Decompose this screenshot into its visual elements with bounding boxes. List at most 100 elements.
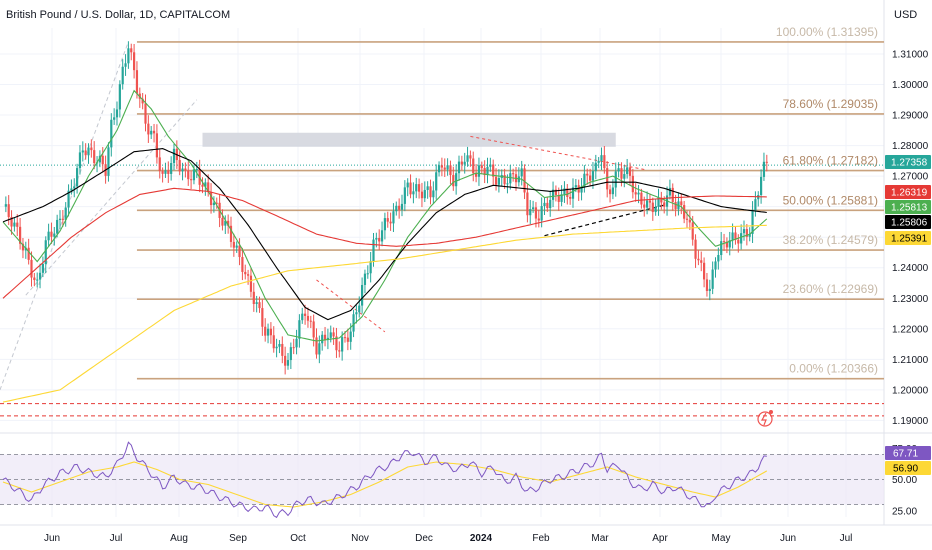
resistance-zone — [202, 132, 616, 147]
candle-body — [124, 63, 127, 67]
candle-body — [748, 233, 751, 237]
time-tick-label: Apr — [652, 533, 668, 544]
fib-level-label: 0.00% (1.20366) — [789, 362, 878, 376]
candle-body — [56, 219, 59, 234]
candle-body — [363, 273, 367, 285]
candle-body — [247, 274, 250, 276]
candle-body — [121, 66, 124, 85]
candle-body — [135, 70, 139, 94]
candle-body — [574, 185, 577, 188]
candle-body — [84, 150, 87, 156]
time-tick-label: 2024 — [470, 533, 493, 544]
rsi-ma-line — [2, 461, 768, 508]
candle-body — [258, 302, 261, 309]
time-tick-label: Sep — [229, 533, 247, 544]
candle-body — [207, 182, 210, 193]
time-tick-label: Jun — [780, 533, 796, 544]
candle-body — [443, 167, 446, 170]
candle-body — [437, 165, 441, 173]
candle-body — [463, 161, 466, 165]
alert-icon[interactable] — [757, 410, 773, 427]
price-tag-label: 1.27358 — [891, 158, 928, 169]
candle-body — [731, 232, 734, 241]
candle-body — [244, 271, 247, 275]
candle-body — [304, 313, 307, 316]
candle-body — [64, 207, 67, 220]
candle-body — [466, 155, 469, 162]
time-tick-label: Dec — [415, 533, 433, 544]
candle-body — [150, 130, 153, 135]
candle-body — [680, 201, 683, 206]
time-axis[interactable]: Jun Jul Aug Sep Oct Nov Dec 2024 Feb Mar Apr May Jun… — [44, 533, 852, 544]
candle-body — [426, 186, 429, 190]
candle-body — [383, 218, 386, 231]
candle-body — [355, 312, 358, 315]
candle-body — [323, 334, 327, 341]
candle-body — [341, 337, 344, 352]
currency-label[interactable]: USD — [894, 9, 918, 21]
price-tick-label: 1.27000 — [892, 172, 929, 183]
candle-body — [378, 237, 381, 242]
candle-body — [683, 205, 686, 219]
candle-body — [614, 171, 617, 188]
candle-body — [335, 336, 338, 351]
candle-body — [634, 192, 637, 195]
candle-body — [209, 192, 213, 206]
candle-body — [520, 168, 523, 177]
candle-body — [172, 148, 176, 164]
candle-body — [295, 338, 298, 348]
candle-body — [147, 123, 150, 135]
time-tick-label: Jul — [840, 533, 853, 544]
candle-body — [557, 194, 560, 202]
candle-body — [560, 194, 563, 202]
price-tag-bg — [885, 231, 931, 245]
candle-body — [178, 160, 181, 172]
trendlines[interactable] — [0, 41, 665, 391]
candle-body — [603, 155, 606, 169]
price-tick-label: 1.24000 — [892, 263, 929, 274]
candle-body — [155, 133, 158, 158]
candle-body — [617, 168, 620, 172]
candle-body — [728, 240, 731, 248]
candle-body — [76, 168, 79, 187]
candle-body — [78, 152, 82, 169]
candle-body — [164, 170, 167, 174]
candle-body — [477, 165, 481, 177]
candle-body — [554, 189, 557, 195]
candle-body — [212, 202, 215, 206]
candle-body — [694, 239, 697, 259]
candle-body — [546, 202, 549, 209]
price-tags: 1.27358 1.26319 1.25813 1.25806 1.25391 67.71… — [885, 155, 931, 475]
candle-body — [167, 170, 170, 174]
candle-body — [503, 175, 506, 185]
candle-body — [321, 334, 324, 344]
candle-body — [532, 207, 535, 210]
candle-body — [643, 204, 646, 208]
candle-body — [301, 313, 304, 321]
price-tag-bg — [885, 155, 931, 169]
candle-body — [115, 109, 119, 118]
fib-level-label: 38.20% (1.24579) — [783, 233, 878, 247]
candle-body — [281, 343, 284, 356]
candles — [4, 41, 768, 375]
candle-body — [734, 232, 737, 240]
candle-body — [266, 328, 270, 336]
candle-body — [708, 288, 711, 291]
candle-body — [720, 241, 723, 256]
fib-retracement[interactable]: 100.00% (1.31395) 78.60% (1.29035) 61.80% … — [136, 25, 884, 380]
time-tick-label: Nov — [351, 533, 369, 544]
candle-body — [717, 255, 720, 262]
candle-body — [492, 164, 495, 177]
candle-body — [646, 200, 649, 208]
candle-body — [563, 188, 566, 195]
moving-average-line — [2, 187, 767, 299]
moving-average-line — [2, 148, 767, 321]
time-tick-label: Aug — [170, 533, 188, 544]
candle-body — [480, 165, 483, 169]
candle-body — [232, 241, 235, 248]
candle-body — [7, 204, 10, 218]
candle-body — [338, 350, 341, 352]
candle-body — [591, 171, 595, 181]
trendline-gray — [0, 41, 129, 391]
